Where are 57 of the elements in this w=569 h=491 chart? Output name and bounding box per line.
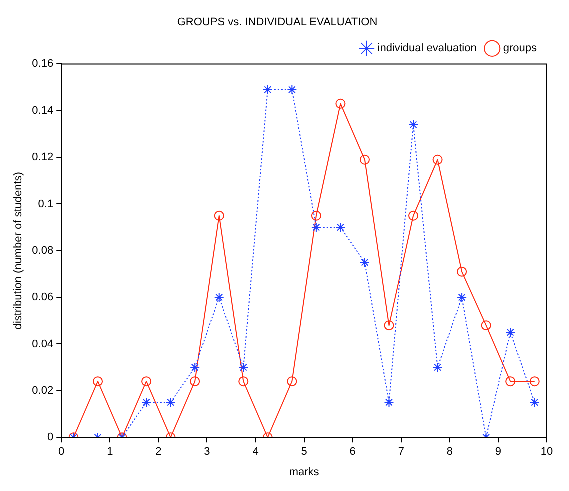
point: [432, 154, 443, 165]
x-axis-title: marks: [289, 466, 320, 478]
point: [287, 376, 298, 387]
point: [214, 292, 224, 303]
x-tick-label: 1: [107, 446, 114, 458]
point: [287, 84, 298, 95]
point: [457, 266, 468, 277]
x-tick-label: 7: [398, 446, 404, 458]
y-tick-label: 0.06: [32, 292, 54, 304]
point: [311, 222, 322, 233]
point: [384, 398, 394, 408]
legend-label: individual evaluation: [378, 42, 477, 55]
point: [336, 98, 346, 109]
point: [506, 376, 516, 387]
y-axis-title: distribution (number of students): [12, 172, 25, 330]
point: [93, 376, 104, 387]
point: [384, 320, 394, 331]
y-tick-label: 0.12: [32, 152, 54, 164]
x-tick-label: 6: [350, 446, 356, 458]
point: [506, 328, 516, 338]
point: [360, 154, 370, 165]
point: [214, 210, 224, 221]
point: [311, 210, 322, 221]
point: [530, 376, 540, 387]
x-tick-label: 2: [156, 446, 162, 458]
legend-label: groups: [503, 42, 538, 55]
point: [190, 376, 200, 387]
point: [432, 362, 443, 373]
x-tick-label: 0: [58, 446, 65, 458]
point: [190, 362, 200, 373]
chart-title: GROUPS vs. INDIVIDUAL EVALUATION: [177, 16, 378, 29]
point: [142, 398, 152, 408]
point: [336, 222, 346, 233]
point: [481, 320, 492, 331]
point: [530, 398, 540, 408]
point: [408, 120, 419, 130]
x-tick-label: 9: [495, 446, 502, 458]
y-tick-label: 0.04: [32, 338, 54, 350]
point: [238, 362, 249, 373]
x-tick-label: 10: [540, 446, 554, 458]
point: [262, 84, 273, 95]
y-tick-label: 0.08: [32, 244, 54, 257]
y-tick-label: 0.1: [38, 198, 54, 210]
x-tick-label: 8: [446, 446, 453, 458]
x-tick-label: 5: [301, 446, 308, 458]
y-tick-label: 0.02: [32, 384, 54, 397]
y-tick-label: 0.16: [32, 58, 54, 70]
point: [142, 376, 152, 387]
point: [457, 292, 468, 303]
y-tick-label: 0: [47, 432, 54, 444]
x-tick-label: 4: [252, 446, 259, 458]
y-tick-label: 0.14: [32, 104, 54, 117]
point: [360, 258, 370, 268]
point: [408, 210, 419, 221]
point: [238, 376, 249, 387]
x-tick-label: 3: [204, 446, 210, 458]
point: [166, 398, 176, 408]
